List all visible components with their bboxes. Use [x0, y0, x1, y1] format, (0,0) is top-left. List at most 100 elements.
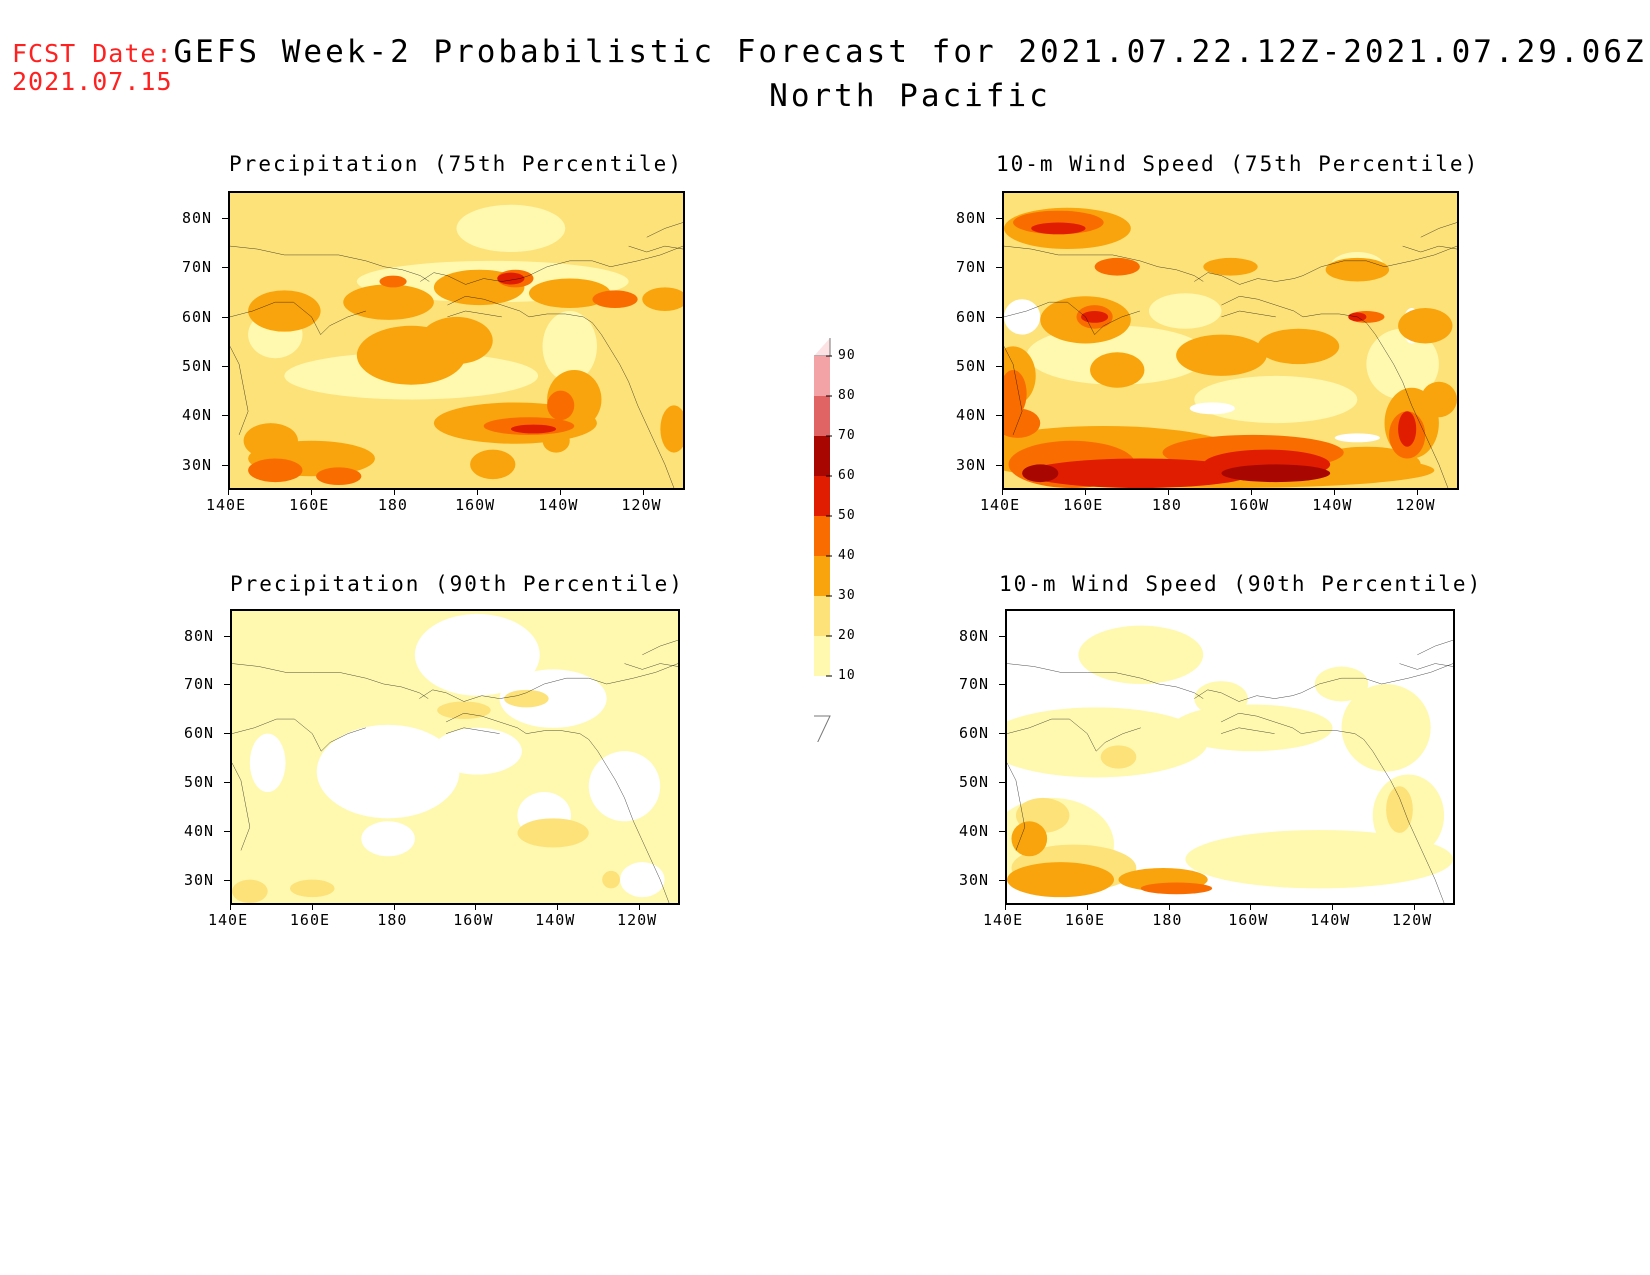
lon-tick-label: 140E — [983, 911, 1024, 929]
panel-title-precip-90: Precipitation (90th Percentile) — [230, 572, 684, 596]
lon-tick-mark — [393, 905, 395, 910]
probability-contour — [642, 287, 683, 311]
probability-contour — [414, 613, 540, 696]
coastline — [1221, 311, 1275, 317]
coastline — [1194, 273, 1303, 285]
lon-tick-mark — [1086, 905, 1088, 910]
coastline — [230, 346, 248, 435]
lat-tick-mark — [996, 365, 1002, 367]
lat-tick-mark — [224, 831, 230, 832]
colorbar-segment — [814, 338, 831, 357]
lat-tick-mark — [222, 217, 228, 219]
colorbar-segment — [814, 476, 830, 516]
colorbar — [814, 338, 832, 742]
lat-tick-label: 40N — [184, 822, 215, 840]
probability-contour — [620, 862, 665, 898]
probability-contour — [1090, 352, 1145, 388]
lon-tick-label: 140E — [206, 496, 247, 514]
probability-contour — [510, 424, 557, 434]
coastline — [1221, 713, 1364, 739]
probability-contour — [1325, 257, 1390, 282]
coastline — [526, 664, 678, 693]
forecast-date: FCST Date: 2021.07.15 — [12, 40, 173, 96]
lon-tick-label: 180 — [377, 496, 408, 514]
map-field — [1004, 193, 1457, 488]
lat-tick-mark — [999, 684, 1005, 686]
lat-tick-mark — [222, 267, 228, 269]
probability-contour — [432, 727, 522, 775]
lat-tick-mark — [224, 733, 230, 735]
coastline — [1366, 323, 1448, 488]
colorbar-label: 80 — [838, 388, 856, 403]
probability-contour — [470, 449, 516, 480]
probability-contour — [243, 423, 298, 459]
lon-tick-label: 180 — [1152, 911, 1183, 929]
lon-tick-label: 140W — [1310, 911, 1351, 929]
lon-tick-label: 120W — [621, 496, 662, 514]
lat-tick-label: 50N — [182, 356, 213, 375]
lon-tick-mark — [477, 490, 479, 495]
colorbar-segment — [814, 556, 830, 596]
coastline — [446, 728, 500, 734]
colorbar-segment — [814, 396, 830, 436]
forecast-date-label: FCST Date: — [12, 39, 173, 68]
lon-tick-mark — [1251, 490, 1253, 495]
coastline — [1007, 719, 1141, 751]
probability-contour — [1007, 862, 1115, 898]
forecast-date-value: 2021.07.15 — [12, 67, 173, 96]
lat-tick-mark — [222, 464, 228, 466]
probability-contour — [249, 733, 286, 793]
lon-tick-label: 180 — [1151, 496, 1182, 514]
probability-contour — [456, 204, 566, 252]
map-field — [1007, 611, 1453, 903]
lon-tick-label: 160E — [289, 496, 330, 514]
colorbar-segment — [814, 516, 830, 556]
probability-contour — [1314, 666, 1369, 702]
colorbar-label: 90 — [838, 348, 856, 363]
map-precip-75 — [228, 191, 685, 490]
lat-tick-mark — [222, 365, 228, 367]
map-field — [232, 611, 678, 903]
page-title: GEFS Week-2 Probabilistic Forecast for 2… — [0, 30, 1650, 118]
probability-contour — [1221, 464, 1331, 483]
lon-tick-mark — [311, 490, 313, 495]
coastline — [447, 311, 501, 317]
map-field — [230, 193, 683, 488]
lat-tick-label: 60N — [184, 724, 215, 743]
coastline — [642, 640, 678, 655]
probability-contour — [528, 278, 611, 309]
lat-tick-mark — [996, 267, 1002, 269]
probability-contour — [316, 724, 460, 819]
probability-contour — [1194, 681, 1248, 717]
coastline — [624, 664, 678, 670]
lat-tick-label: 40N — [959, 822, 990, 840]
coastline — [419, 690, 526, 702]
lat-tick-label: 70N — [182, 258, 213, 277]
lon-tick-mark — [1085, 490, 1087, 495]
lat-tick-label: 80N — [959, 626, 990, 645]
coastline — [629, 246, 683, 252]
coastline — [232, 763, 250, 851]
probability-contour — [316, 467, 362, 486]
probability-contour — [1022, 464, 1059, 483]
probability-contour — [1100, 745, 1137, 769]
probability-contour — [504, 689, 549, 708]
coastline — [647, 223, 683, 238]
probability-contour — [1386, 786, 1413, 833]
probability-contour — [1176, 334, 1267, 376]
lon-tick-label: 160E — [1063, 496, 1104, 514]
lon-tick-label: 160E — [289, 911, 331, 929]
probability-contour — [1011, 821, 1048, 857]
lon-tick-mark — [1168, 905, 1170, 910]
lat-tick-label: 40N — [956, 406, 987, 425]
probability-contour — [1341, 684, 1431, 772]
lat-tick-label: 80N — [184, 626, 215, 645]
coastline — [446, 713, 589, 739]
lat-tick-mark — [222, 316, 228, 318]
probability-contour — [1194, 375, 1358, 424]
lat-tick-mark — [999, 733, 1005, 735]
lon-tick-label: 120W — [617, 911, 658, 929]
coastline — [1399, 664, 1453, 670]
lat-tick-label: 50N — [956, 356, 987, 375]
probability-contour — [1094, 257, 1140, 276]
